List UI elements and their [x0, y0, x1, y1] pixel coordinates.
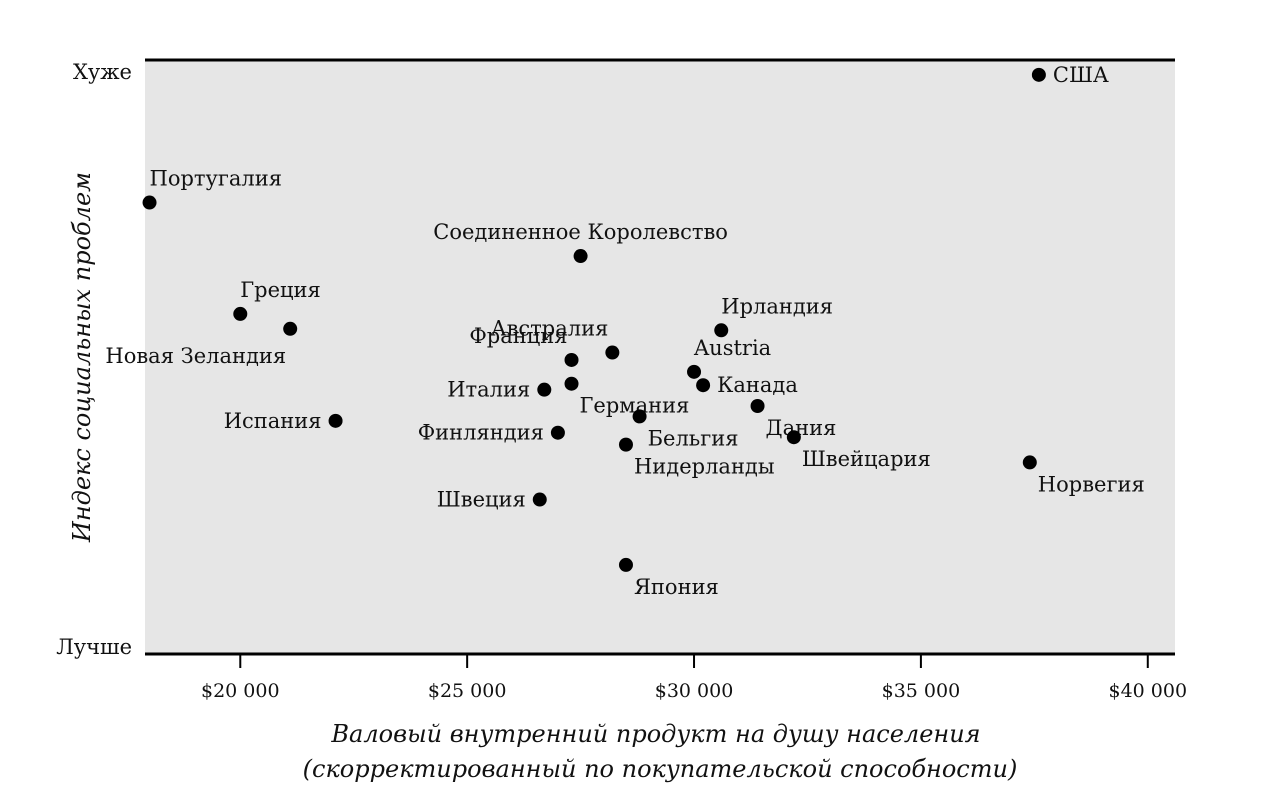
x-axis-title-line-1: Валовый внутренний продукт на душу насел… [330, 720, 980, 748]
point-label: Austria [693, 336, 771, 360]
point-label: США [1053, 63, 1109, 87]
data-point [696, 378, 711, 393]
data-point [786, 430, 801, 445]
data-point [564, 352, 579, 367]
point-label: Ирландия [721, 294, 833, 318]
x-tick-label: $40 000 [1108, 680, 1187, 702]
point-label: Португалия [150, 167, 282, 191]
data-point [550, 425, 565, 440]
point-label: Греция [240, 278, 321, 302]
point-label: Норвегия [1038, 472, 1145, 496]
data-points: США Португалия Соединенное Королевство Грец… [105, 63, 1144, 599]
point-label: Испания [224, 409, 322, 433]
point-label: Австралия [491, 317, 609, 341]
point-label: Нидерланды [634, 455, 775, 479]
data-point [618, 557, 633, 572]
point-label: Соединенное Королевство [433, 220, 728, 244]
data-point [328, 413, 343, 428]
point-label: Дания [766, 416, 837, 440]
point-label: Италия [447, 378, 530, 402]
point-label: Новая Зеландия [105, 344, 286, 368]
data-point [618, 437, 633, 452]
x-axis-ticks: $20 000 $25 000 $30 000 $35 000 $40 000 [201, 654, 1187, 702]
point-label: Швейцария [802, 447, 931, 471]
point-label: Швеция [437, 488, 526, 512]
x-tick-label: $35 000 [882, 680, 961, 702]
point-label: Канада [717, 373, 798, 397]
y-axis-title: Индекс социальных проблем [68, 172, 96, 543]
data-point [750, 399, 765, 414]
point-label: Финляндия [418, 421, 544, 445]
x-tick-label: $30 000 [655, 680, 734, 702]
data-point [142, 195, 157, 210]
data-point [283, 321, 298, 336]
data-point [1022, 455, 1037, 470]
y-bottom-label: Лучше [56, 635, 132, 659]
data-point [632, 409, 647, 424]
x-axis-title-line-2: (скорректированный по покупательской спо… [303, 755, 1018, 783]
x-tick-label: $25 000 [428, 680, 507, 702]
point-label: Бельгия [648, 426, 739, 450]
data-point [573, 249, 588, 264]
x-tick-label: $20 000 [201, 680, 280, 702]
data-point [233, 306, 248, 321]
point-label: Франция [469, 324, 567, 348]
plot-area [145, 60, 1175, 654]
data-point [714, 323, 729, 338]
data-point [537, 382, 552, 397]
y-top-label: Хуже [73, 60, 132, 84]
point-label: Япония [634, 575, 719, 599]
data-point [564, 376, 579, 391]
data-point [687, 364, 702, 379]
data-point [1031, 67, 1046, 82]
data-point [532, 492, 547, 507]
data-point [605, 345, 620, 360]
